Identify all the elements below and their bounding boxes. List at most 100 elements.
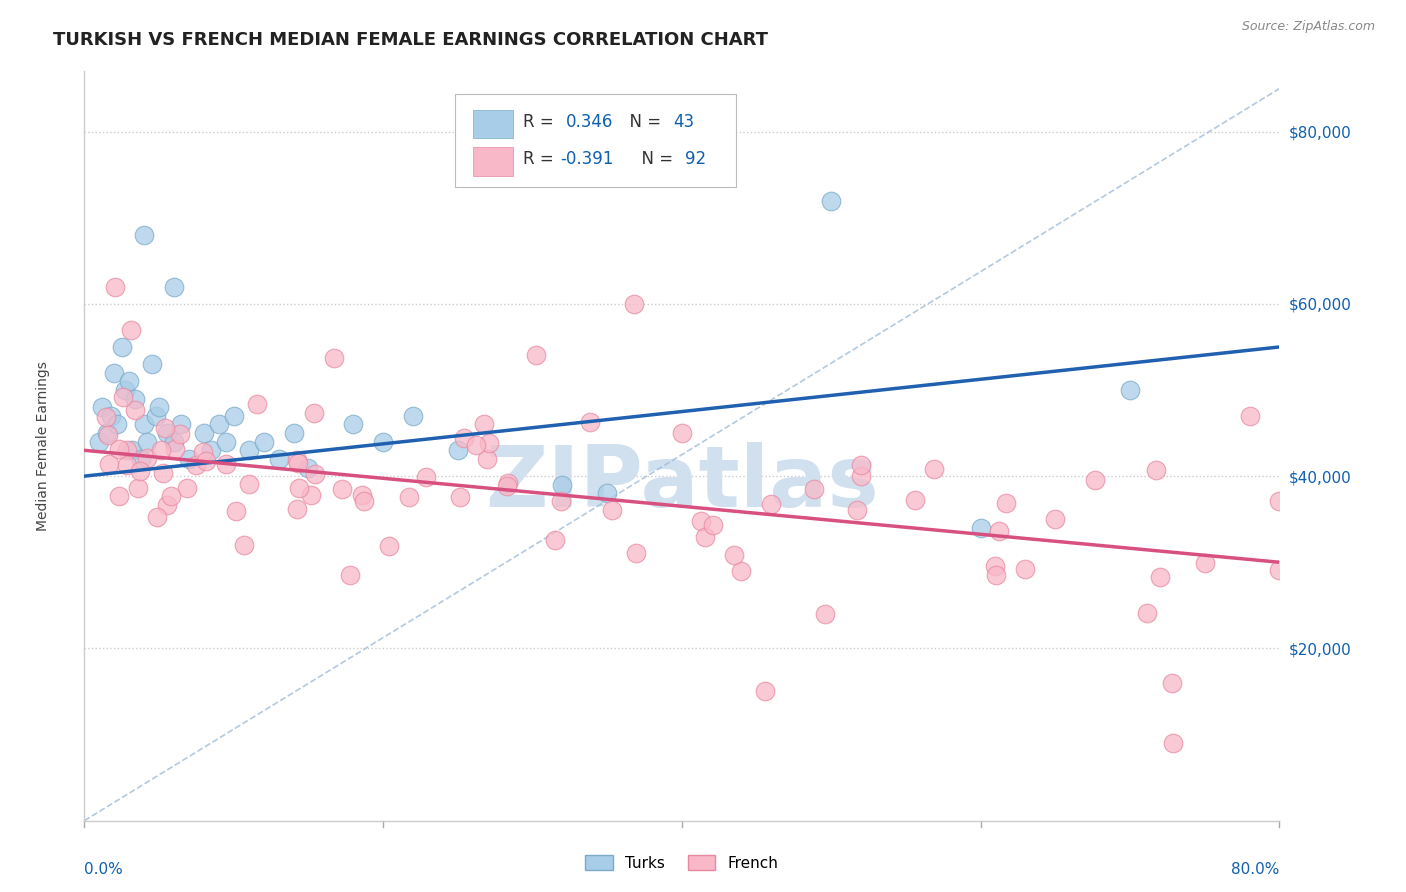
Point xyxy=(191,444,214,458)
Point xyxy=(323,351,346,365)
Point xyxy=(730,564,752,578)
Text: 80.0%: 80.0% xyxy=(1232,862,1279,877)
Point xyxy=(215,434,238,449)
Point xyxy=(107,489,129,503)
Point xyxy=(132,227,156,242)
Point xyxy=(524,348,547,362)
Text: N =: N = xyxy=(630,150,678,168)
Point xyxy=(402,409,425,423)
Point xyxy=(754,684,776,698)
Point xyxy=(551,477,574,491)
Text: TURKISH VS FRENCH MEDIAN FEMALE EARNINGS CORRELATION CHART: TURKISH VS FRENCH MEDIAN FEMALE EARNINGS… xyxy=(53,31,769,49)
Point xyxy=(578,415,600,429)
Point xyxy=(170,417,193,432)
Point xyxy=(98,457,121,471)
Point xyxy=(495,479,517,493)
Point xyxy=(472,417,495,431)
Text: 43: 43 xyxy=(673,112,695,130)
Point xyxy=(124,403,146,417)
Point xyxy=(1136,606,1159,620)
Text: Source: ZipAtlas.com: Source: ZipAtlas.com xyxy=(1241,20,1375,33)
Point xyxy=(723,548,745,562)
Point xyxy=(288,481,311,495)
Point xyxy=(1149,570,1171,584)
Point xyxy=(163,279,186,293)
Point xyxy=(690,515,713,529)
Point xyxy=(624,546,647,560)
Point xyxy=(200,443,222,458)
Point xyxy=(246,397,269,411)
Point xyxy=(117,458,139,472)
Text: R =: R = xyxy=(523,112,560,130)
Text: 92: 92 xyxy=(686,150,707,168)
Point xyxy=(1239,409,1261,423)
Point xyxy=(225,504,247,518)
Point xyxy=(478,436,501,450)
Point xyxy=(222,409,245,423)
Point xyxy=(111,340,134,354)
Point xyxy=(153,421,176,435)
Point xyxy=(105,417,128,432)
Point xyxy=(136,450,159,465)
FancyBboxPatch shape xyxy=(456,94,735,187)
Point xyxy=(453,431,475,445)
Point xyxy=(352,488,374,502)
Text: -0.391: -0.391 xyxy=(560,150,613,168)
Point xyxy=(117,443,139,458)
Point xyxy=(118,375,141,389)
Point xyxy=(342,417,364,432)
Point xyxy=(176,481,198,495)
Point xyxy=(238,477,260,491)
Point xyxy=(475,451,498,466)
Point xyxy=(496,475,519,490)
Point xyxy=(91,401,114,415)
Point xyxy=(283,426,305,441)
FancyBboxPatch shape xyxy=(472,147,513,176)
Point xyxy=(415,469,437,483)
Point xyxy=(1161,676,1184,690)
Text: 0.0%: 0.0% xyxy=(84,862,124,877)
Point xyxy=(127,481,149,495)
Point xyxy=(177,451,200,466)
Point xyxy=(398,490,420,504)
Point xyxy=(449,490,471,504)
Point xyxy=(156,499,179,513)
Point xyxy=(1161,736,1184,750)
Point xyxy=(550,493,572,508)
Text: ZIPatlas: ZIPatlas xyxy=(485,442,879,525)
Point xyxy=(152,466,174,480)
Point xyxy=(544,533,567,548)
Point xyxy=(846,503,869,517)
Point xyxy=(149,443,172,458)
Point xyxy=(970,521,993,535)
Point xyxy=(155,426,177,441)
Point xyxy=(238,443,260,458)
Point xyxy=(984,568,1007,582)
Point xyxy=(922,462,945,476)
Point xyxy=(330,482,353,496)
Point xyxy=(146,510,169,524)
FancyBboxPatch shape xyxy=(472,110,513,138)
Point xyxy=(1268,563,1291,577)
Point xyxy=(1268,494,1291,508)
Point xyxy=(373,434,395,449)
Text: N =: N = xyxy=(619,112,666,130)
Point xyxy=(695,530,717,544)
Legend: Turks, French: Turks, French xyxy=(579,849,785,877)
Point xyxy=(702,518,724,533)
Point xyxy=(1119,383,1142,397)
Point xyxy=(124,392,146,406)
Point xyxy=(94,409,117,424)
Point xyxy=(849,468,872,483)
Point xyxy=(600,503,623,517)
Point xyxy=(904,493,927,508)
Point xyxy=(1084,473,1107,487)
Point xyxy=(169,426,191,441)
Point xyxy=(165,442,187,457)
Point xyxy=(141,357,163,371)
Point xyxy=(114,383,136,397)
Point xyxy=(851,458,873,472)
Point xyxy=(163,434,186,449)
Point xyxy=(304,467,326,481)
Point xyxy=(287,456,309,470)
